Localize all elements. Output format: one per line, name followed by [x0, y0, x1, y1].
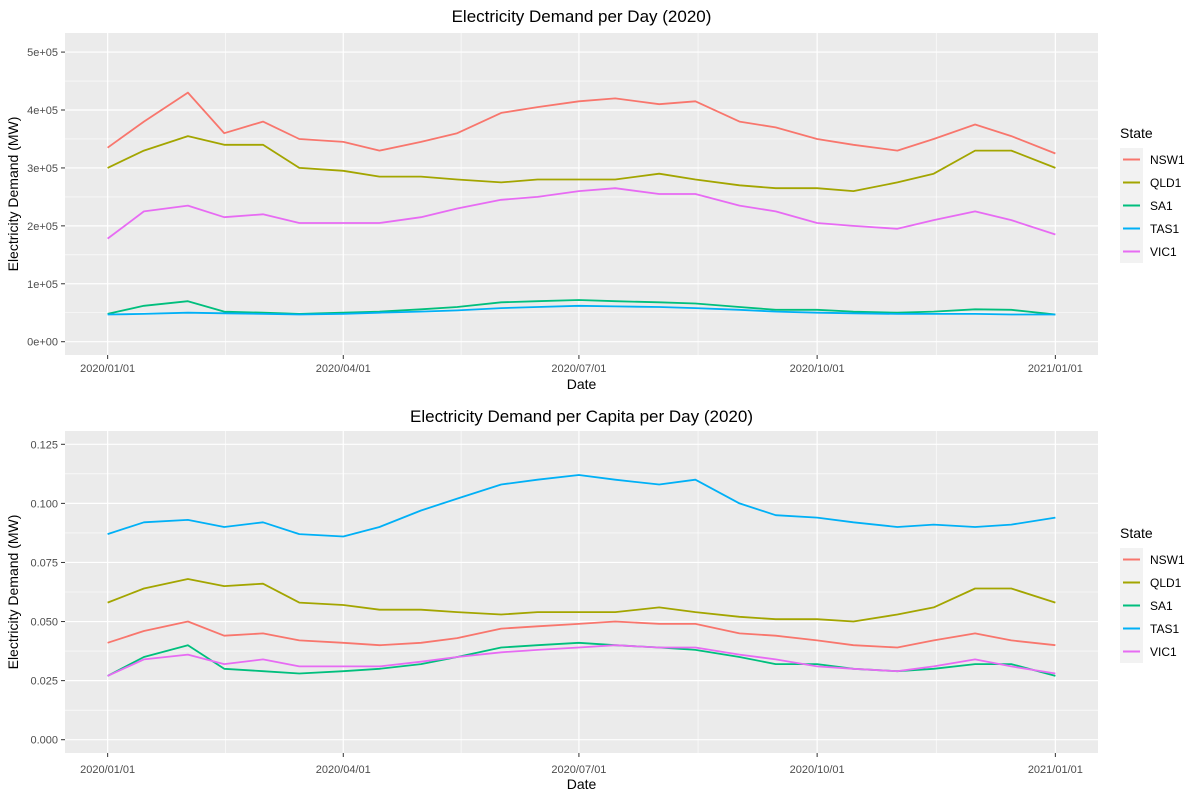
y-axis-label: Electricity Demand (MW) [5, 515, 21, 670]
y-tick-label: 3e+05 [27, 163, 58, 175]
legend-label: QLD1 [1150, 576, 1182, 590]
x-tick-label: 2020/07/01 [551, 764, 606, 776]
x-tick-label: 2020/04/01 [316, 363, 371, 375]
x-axis-label: Date [567, 376, 597, 392]
legend-label: NSW1 [1150, 553, 1185, 567]
y-tick-label: 0.000 [30, 735, 58, 747]
chart-2: 2020/01/01 2020/04/01 2020/07/01 2020/10/01… [5, 407, 1185, 792]
legend-label: QLD1 [1150, 176, 1182, 190]
series-line-nsw1 [107, 91, 1056, 155]
series-line-nsw1 [107, 620, 1056, 649]
x-tick-label: 2020/10/01 [790, 363, 845, 375]
legend-label: SA1 [1150, 599, 1173, 613]
chart-1: 2020/01/01 2020/04/01 2020/07/01 2020/10/01… [5, 7, 1185, 392]
y-tick-label: 2e+05 [27, 221, 58, 233]
legend-label: TAS1 [1150, 222, 1179, 236]
x-tick-label: 2020/01/01 [80, 764, 135, 776]
y-axis-label: Electricity Demand (MW) [5, 117, 21, 272]
y-tick-label: 4e+05 [27, 105, 58, 117]
y-tick-label: 0e+00 [27, 337, 58, 349]
x-tick-label: 2020/04/01 [316, 764, 371, 776]
legend: State NSW1 QLD1 SA1 TAS1 VIC1 [1120, 525, 1185, 663]
series-line-qld1 [107, 578, 1056, 623]
legend-label: VIC1 [1150, 245, 1177, 259]
y-tick-label: 0.075 [30, 557, 58, 569]
x-tick-label: 2021/01/01 [1028, 764, 1083, 776]
y-tick-label: 0.025 [30, 676, 58, 688]
x-tick-label: 2021/01/01 [1028, 363, 1083, 375]
series-line-qld1 [107, 135, 1056, 192]
legend-label: VIC1 [1150, 645, 1177, 659]
legend-title: State [1120, 525, 1153, 541]
y-tick-label: 5e+05 [27, 47, 58, 59]
chart-title: Electricity Demand per Day (2020) [452, 7, 712, 26]
panel-background [65, 33, 1098, 355]
series-line-vic1 [107, 187, 1056, 240]
series-line-tas1 [107, 304, 1056, 316]
x-tick-label: 2020/10/01 [790, 764, 845, 776]
series-line-tas1 [107, 474, 1056, 538]
x-axis-label: Date [567, 776, 597, 792]
y-tick-label: 0.050 [30, 617, 58, 629]
legend-title: State [1120, 125, 1153, 141]
x-tick-label: 2020/07/01 [551, 363, 606, 375]
y-tick-label: 0.125 [30, 439, 58, 451]
series-line-sa1 [107, 299, 1056, 316]
series-line-vic1 [107, 644, 1056, 677]
legend-label: NSW1 [1150, 153, 1185, 167]
legend: State NSW1 QLD1 SA1 TAS1 VIC1 [1120, 125, 1185, 263]
y-tick-label: 0.100 [30, 498, 58, 510]
chart-title: Electricity Demand per Capita per Day (2… [410, 407, 753, 426]
y-tick-label: 1e+05 [27, 279, 58, 291]
x-tick-label: 2020/01/01 [80, 363, 135, 375]
legend-label: TAS1 [1150, 622, 1179, 636]
legend-label: SA1 [1150, 199, 1173, 213]
